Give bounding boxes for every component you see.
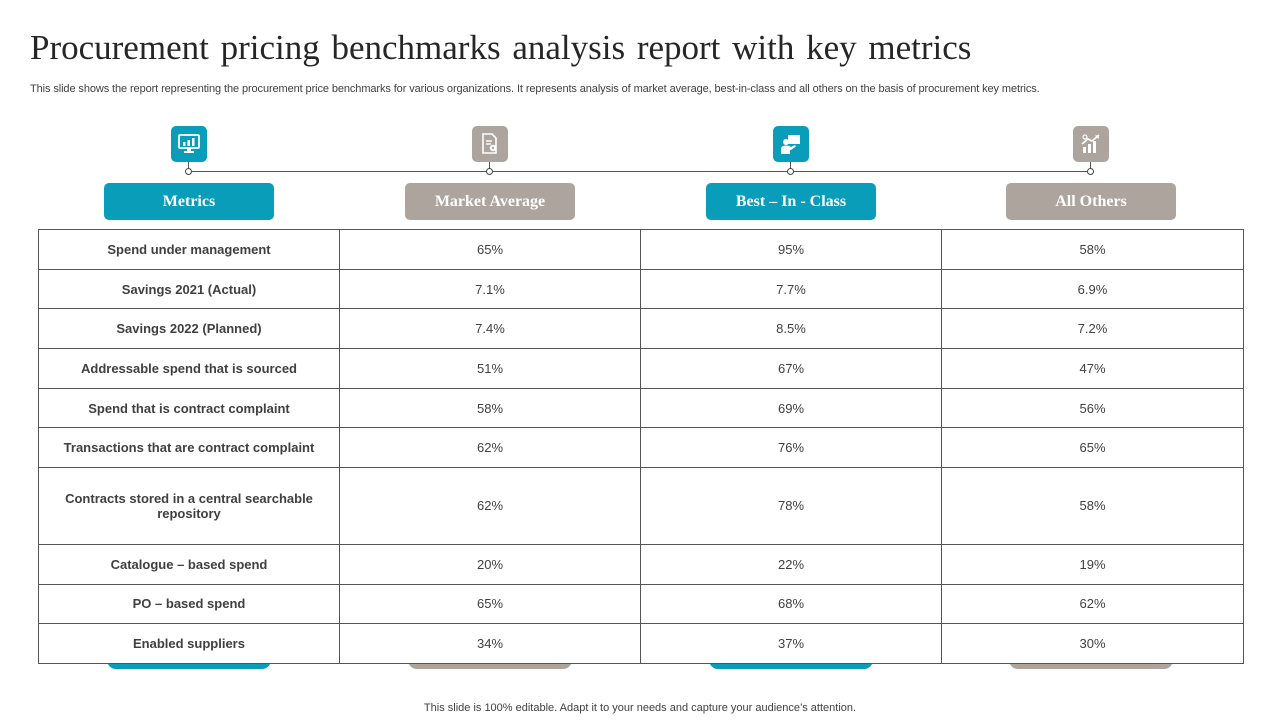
market-average-value: 65%: [339, 229, 641, 270]
benchmark-table: Spend under management 65% 95% 58% Savin…: [38, 229, 1244, 664]
slide-title: Procurement pricing benchmarks analysis …: [30, 28, 972, 67]
icon-stem: [790, 162, 791, 171]
table-row: Addressable spend that is sourced 51% 67…: [38, 348, 1244, 389]
connector-dot: [185, 168, 192, 175]
icon-stem: [1090, 162, 1091, 171]
market-average-value: 20%: [339, 543, 641, 585]
metric-label: Spend that is contract complaint: [38, 387, 340, 429]
table-row: Transactions that are contract complaint…: [38, 427, 1244, 469]
best-in-class-value: 69%: [640, 387, 942, 429]
slide-footer: This slide is 100% editable. Adapt it to…: [423, 702, 857, 714]
table-row: Savings 2021 (Actual) 7.1% 7.7% 6.9%: [38, 268, 1244, 310]
table-row: Spend that is contract complaint 58% 69%…: [38, 387, 1244, 429]
all-others-value: 65%: [941, 427, 1244, 469]
all-others-value: 58%: [941, 467, 1244, 545]
all-others-value: 30%: [941, 623, 1244, 664]
all-others-value: 56%: [941, 387, 1244, 429]
table-row: Spend under management 65% 95% 58%: [38, 229, 1244, 270]
metric-label: Addressable spend that is sourced: [38, 348, 340, 389]
icon-stem: [489, 162, 490, 171]
icon-stem: [188, 162, 189, 171]
all-others-value: 7.2%: [941, 308, 1244, 350]
market-average-value: 51%: [339, 348, 641, 389]
monitor-chart-icon: [171, 126, 207, 162]
pill-metrics: Metrics: [104, 183, 274, 220]
metric-label: Savings 2021 (Actual): [38, 268, 340, 310]
market-average-value: 34%: [339, 623, 641, 664]
connector-dot: [486, 168, 493, 175]
connector-dot: [787, 168, 794, 175]
metric-label: Savings 2022 (Planned): [38, 308, 340, 350]
market-average-value: 7.4%: [339, 308, 641, 350]
best-in-class-value: 8.5%: [640, 308, 942, 350]
market-average-value: 65%: [339, 583, 641, 625]
table-row: Enabled suppliers 34% 37% 30%: [38, 623, 1244, 664]
best-in-class-value: 95%: [640, 229, 942, 270]
best-in-class-value: 22%: [640, 543, 942, 585]
growth-chart-icon: [1073, 126, 1109, 162]
table-row: Contracts stored in a central searchable…: [38, 467, 1244, 545]
header-connector-line: [189, 171, 1091, 172]
all-others-value: 47%: [941, 348, 1244, 389]
document-gear-icon: [472, 126, 508, 162]
best-in-class-value: 76%: [640, 427, 942, 469]
market-average-value: 58%: [339, 387, 641, 429]
pill-best-in-class: Best – In - Class: [706, 183, 876, 220]
all-others-value: 6.9%: [941, 268, 1244, 310]
best-in-class-value: 78%: [640, 467, 942, 545]
best-in-class-value: 37%: [640, 623, 942, 664]
all-others-value: 58%: [941, 229, 1244, 270]
all-others-value: 19%: [941, 543, 1244, 585]
table-row: PO – based spend 65% 68% 62%: [38, 583, 1244, 625]
best-in-class-value: 68%: [640, 583, 942, 625]
table-row: Savings 2022 (Planned) 7.4% 8.5% 7.2%: [38, 308, 1244, 350]
best-in-class-value: 7.7%: [640, 268, 942, 310]
pill-market-average: Market Average: [405, 183, 575, 220]
market-average-value: 7.1%: [339, 268, 641, 310]
metric-label: Transactions that are contract complaint: [38, 427, 340, 469]
metric-label: Enabled suppliers: [38, 623, 340, 664]
metric-label: Spend under management: [38, 229, 340, 270]
metric-label: PO – based spend: [38, 583, 340, 625]
market-average-value: 62%: [339, 467, 641, 545]
metric-label: Contracts stored in a central searchable…: [38, 467, 340, 545]
best-in-class-value: 67%: [640, 348, 942, 389]
metric-label: Catalogue – based spend: [38, 543, 340, 585]
all-others-value: 62%: [941, 583, 1244, 625]
slide-subtitle: This slide shows the report representing…: [30, 83, 1040, 95]
presenter-board-icon: [773, 126, 809, 162]
connector-dot: [1087, 168, 1094, 175]
pill-all-others: All Others: [1006, 183, 1176, 220]
market-average-value: 62%: [339, 427, 641, 469]
table-row: Catalogue – based spend 20% 22% 19%: [38, 543, 1244, 585]
